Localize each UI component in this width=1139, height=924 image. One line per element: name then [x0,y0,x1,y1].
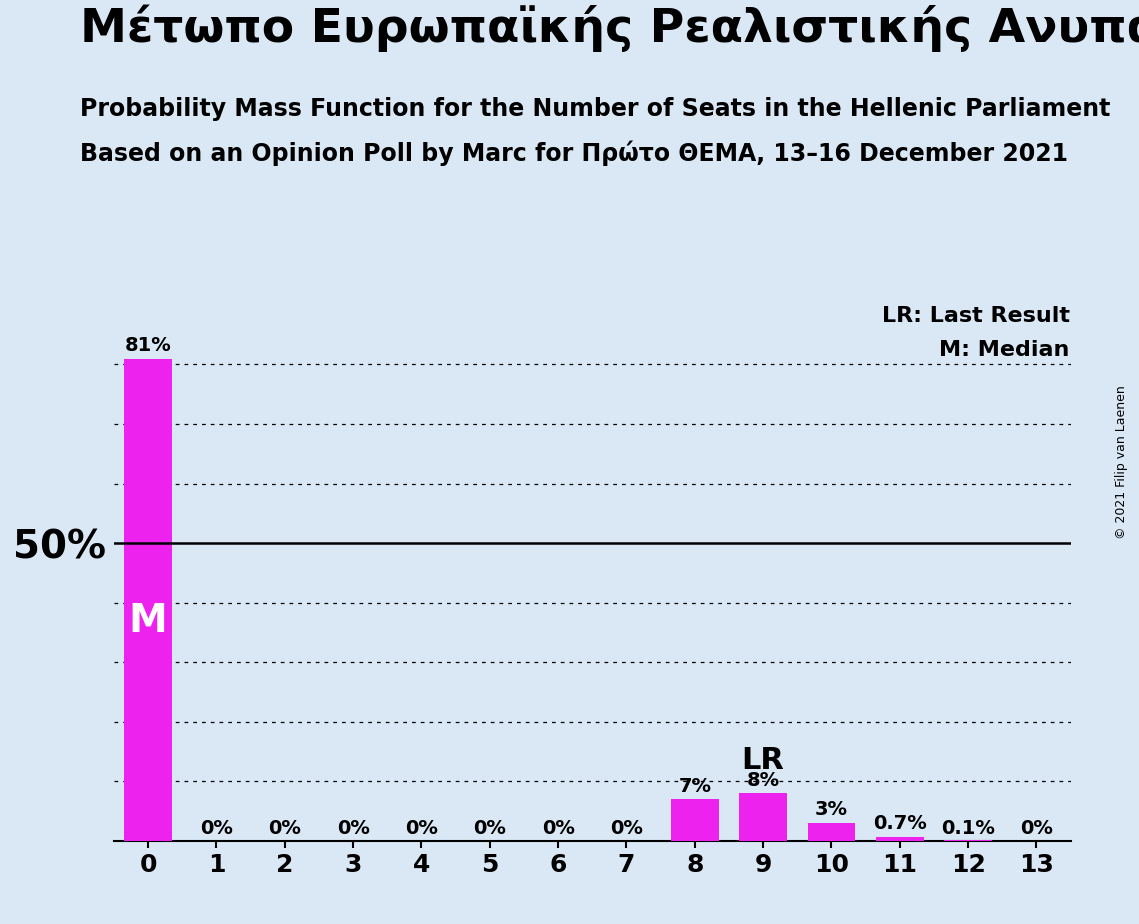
Text: 0%: 0% [611,820,642,838]
Text: 81%: 81% [124,336,172,355]
Bar [808,823,855,841]
Text: Μέτωπο Ευρωπαϊκής Ρεαλιστικής Ανυπακοής: Μέτωπο Ευρωπαϊκής Ρεαλιστικής Ανυπακοής [80,5,1139,52]
Text: LR: LR [741,746,785,775]
Text: Probability Mass Function for the Number of Seats in the Hellenic Parliament: Probability Mass Function for the Number… [80,97,1111,121]
Text: M: M [129,602,167,639]
Text: 0%: 0% [1021,820,1052,838]
Text: 0%: 0% [474,820,506,838]
Text: 7%: 7% [679,776,711,796]
Bar [671,799,719,841]
Text: 0.7%: 0.7% [872,814,927,833]
Text: 0%: 0% [337,820,369,838]
Text: 0.1%: 0.1% [941,820,995,838]
Text: 0%: 0% [200,820,232,838]
Text: 3%: 3% [816,800,847,820]
Bar [876,836,924,841]
Text: LR: Last Result: LR: Last Result [882,306,1070,326]
Text: M: Median: M: Median [940,340,1070,359]
Text: 0%: 0% [405,820,437,838]
Text: © 2021 Filip van Laenen: © 2021 Filip van Laenen [1115,385,1129,539]
Text: 0%: 0% [269,820,301,838]
Bar [124,359,172,841]
Text: 0%: 0% [542,820,574,838]
Text: 8%: 8% [746,771,780,790]
Text: Based on an Opinion Poll by Marc for Πρώτο ΘΕΜΑ, 13–16 December 2021: Based on an Opinion Poll by Marc for Πρώ… [80,140,1067,166]
Bar [739,793,787,841]
